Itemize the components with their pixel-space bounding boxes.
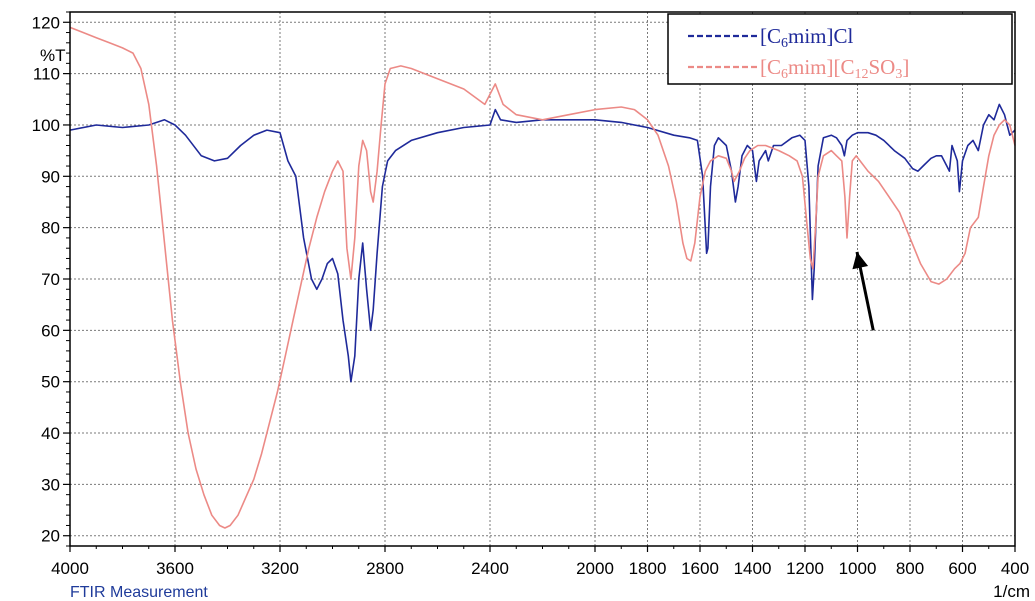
x-axis-label: 1/cm <box>993 582 1030 601</box>
legend: [C6mim]Cl [C6mim][C12SO3] <box>667 13 1013 85</box>
y-tick-label: 40 <box>41 424 60 443</box>
x-tick-label: 3600 <box>156 559 194 578</box>
legend-subscript: 3 <box>895 67 902 82</box>
legend-text-part: mim]Cl <box>788 24 854 48</box>
grid <box>70 12 1015 546</box>
y-tick-label: 20 <box>41 527 60 546</box>
x-tick-label: 2400 <box>471 559 509 578</box>
x-tick-label: 1000 <box>839 559 877 578</box>
legend-text-part: [C <box>760 55 781 79</box>
y-tick-label: 110 <box>33 65 60 84</box>
legend-text-part: ] <box>902 55 909 79</box>
legend-text-part: [C <box>760 24 781 48</box>
series-line-1 <box>69 103 1016 383</box>
ticks: 4000 3600 3200 2800 2400 2000 1800 1600 1400 1200… <box>32 11 1029 578</box>
y-tick-label: 70 <box>41 270 60 289</box>
x-tick-label: 400 <box>1001 559 1029 578</box>
series-layer <box>69 26 1016 529</box>
legend-subscript: 6 <box>781 36 788 51</box>
x-tick-label: 600 <box>948 559 976 578</box>
x-tick-label: 4000 <box>51 559 89 578</box>
y-axis-label: %T <box>40 46 66 65</box>
x-tick-label: 1600 <box>681 559 719 578</box>
x-tick-label: 1200 <box>786 559 824 578</box>
x-tick-label: 2000 <box>576 559 614 578</box>
legend-subscript: 12 <box>855 67 869 82</box>
y-tick-label: 120 <box>32 13 60 32</box>
x-tick-label: 2800 <box>366 559 404 578</box>
legend-label-series-1: [C6mim]Cl <box>760 24 854 51</box>
legend-subscript: 6 <box>781 67 788 82</box>
x-tick-label: 800 <box>896 559 924 578</box>
x-tick-label: 3200 <box>261 559 299 578</box>
legend-text-part: mim][C <box>788 55 855 79</box>
x-tick-label: 1400 <box>734 559 772 578</box>
annotation-arrow-head <box>852 251 869 270</box>
y-tick-label: 30 <box>41 475 60 494</box>
annotations <box>852 251 875 331</box>
y-tick-label: 80 <box>41 219 60 238</box>
chart-caption: FTIR Measurement <box>70 584 208 601</box>
legend-text-part: SO <box>869 55 896 79</box>
series-line-2 <box>69 26 1016 529</box>
x-tick-label: 1800 <box>629 559 667 578</box>
y-tick-label: 50 <box>41 373 60 392</box>
y-tick-label: 90 <box>41 167 60 186</box>
legend-label-series-2: [C6mim][C12SO3] <box>760 55 909 82</box>
y-tick-label: 60 <box>41 321 60 340</box>
y-tick-label: 100 <box>32 116 60 135</box>
legend-box <box>667 13 1013 85</box>
